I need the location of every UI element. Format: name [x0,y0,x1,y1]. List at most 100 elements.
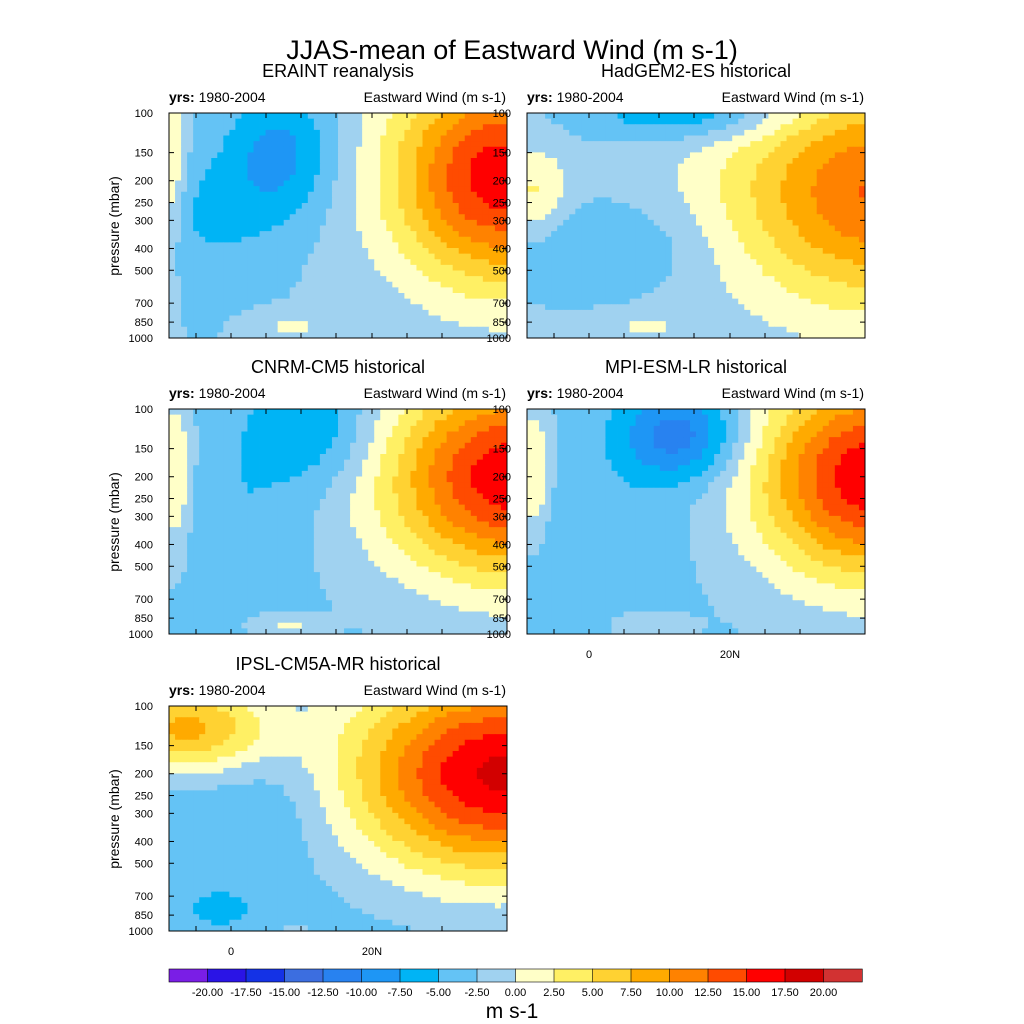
contour-cell [744,253,751,260]
contour-cell [344,214,351,221]
contour-cell [545,332,552,339]
contour-cell [217,264,224,271]
contour-cell [338,442,345,449]
contour-cell [223,141,230,148]
y-tick-label: 1000 [129,333,153,345]
contour-cell [271,281,279,288]
yrs-label: yrs: 1980-2004 [169,682,266,698]
contour-cell [422,414,429,421]
contour-cell [792,253,800,260]
contour-cell [852,113,860,120]
contour-cell [458,135,466,142]
contour-cell [410,242,417,249]
contour-cell [756,169,763,176]
contour-cell [774,146,781,153]
contour-cell [265,141,273,148]
contour-cell [750,298,757,305]
contour-cell [356,253,363,260]
contour-cell [659,315,667,322]
contour-cell [834,309,842,316]
contour-cell [295,124,303,131]
contour-cell [623,253,631,260]
contour-cell [822,180,830,187]
contour-cell [277,326,285,333]
contour-cell [307,281,315,288]
contour-cell [325,248,333,255]
contour-cell [217,141,224,148]
contour-cell [422,197,429,204]
contour-cell [199,113,206,120]
contour-cell [452,236,460,243]
contour-cell [319,180,327,187]
contour-cell [223,321,230,328]
contour-cell [422,225,429,232]
contour-cell [331,264,339,271]
contour-cell [380,214,387,221]
contour-cell [587,174,594,181]
contour-cell [720,326,727,333]
contour-cell [750,118,757,125]
contour-cell [665,191,673,198]
contour-cell [593,203,600,210]
contour-cell [392,169,399,176]
contour-cell [756,186,763,193]
contour-cell [223,315,230,322]
contour-cell [283,425,291,432]
contour-cell [738,259,745,266]
contour-cell [283,287,291,294]
contour-cell [482,180,490,187]
contour-cell [623,304,631,311]
contour-cell [557,214,564,221]
contour-cell [647,253,655,260]
contour-cell [331,326,339,333]
contour-cell [482,420,490,427]
contour-cell [295,118,303,125]
contour-cell [338,425,345,432]
contour-cell [325,315,333,322]
contour-cell [774,219,781,226]
contour-cell [380,158,387,165]
contour-cell [319,420,327,427]
contour-cell [671,169,679,176]
contour-cell [545,113,552,120]
contour-cell [599,208,606,215]
contour-cell [452,431,460,438]
contour-cell [647,332,655,339]
contour-cell [696,214,703,221]
contour-cell [452,253,460,260]
contour-cell [211,152,218,159]
contour-cell [295,242,303,249]
contour-cell [211,281,218,288]
contour-cell [599,309,606,316]
contour-cell [350,231,357,238]
contour-cell [301,321,309,328]
contour-cell [392,191,399,198]
contour-cell [593,124,600,131]
contour-cell [295,259,303,266]
contour-cell [792,321,800,328]
contour-cell [599,326,606,333]
variable-label: Eastward Wind (m s-1) [363,385,506,401]
contour-cell [229,442,236,449]
contour-cell [605,281,612,288]
contour-cell [714,270,721,277]
contour-cell [816,180,824,187]
contour-cell [834,315,842,322]
contour-cell [271,304,279,311]
contour-cell [386,248,393,255]
contour-cell [235,186,242,193]
contour-cell [434,191,442,198]
contour-cell [247,141,254,148]
contour-cell [587,304,594,311]
contour-cell [440,321,448,328]
contour-cell [205,191,212,198]
contour-cell [671,214,679,221]
contour-cell [368,146,375,153]
contour-cell [398,253,405,260]
contour-cell [241,191,248,198]
contour-cell [404,321,411,328]
contour-cell [500,203,508,210]
contour-cell [689,163,697,170]
contour-cell [623,197,631,204]
contour-cell [732,180,739,187]
